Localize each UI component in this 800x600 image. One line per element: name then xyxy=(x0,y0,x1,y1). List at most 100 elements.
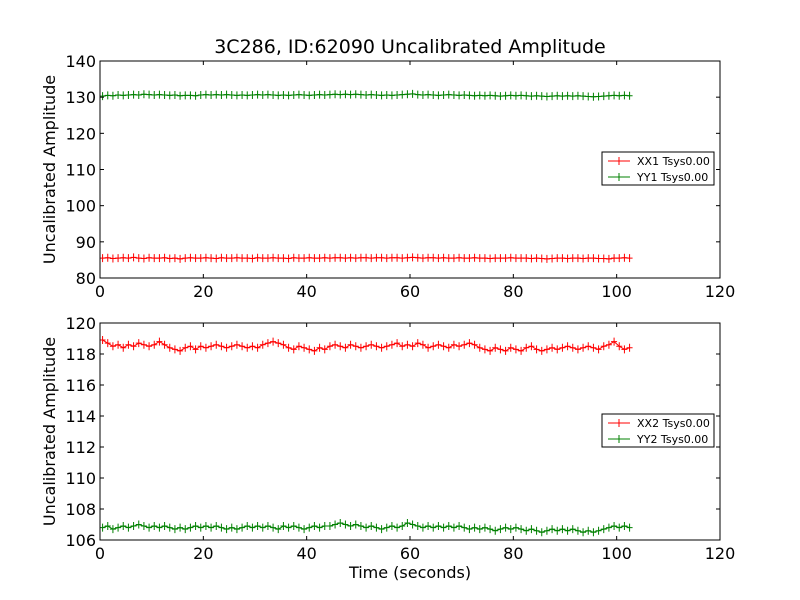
data-point xyxy=(156,90,163,99)
data-point xyxy=(125,254,132,263)
data-point xyxy=(332,90,339,99)
data-point xyxy=(295,90,302,99)
data-point xyxy=(275,525,282,534)
data-point xyxy=(580,254,587,263)
data-point xyxy=(507,253,514,262)
data-point xyxy=(146,523,153,532)
data-point xyxy=(99,92,106,101)
data-point xyxy=(187,342,194,351)
data-point xyxy=(182,525,189,534)
data-point xyxy=(538,92,545,101)
data-point xyxy=(461,523,468,532)
data-point xyxy=(492,254,499,263)
data-point xyxy=(306,345,313,354)
data-point xyxy=(383,523,390,532)
data-point xyxy=(239,90,246,99)
legend-marker xyxy=(616,435,622,443)
data-point xyxy=(621,522,628,531)
data-point xyxy=(419,523,426,532)
data-point xyxy=(394,523,401,532)
data-point xyxy=(564,91,571,100)
data-point xyxy=(306,253,313,262)
data-point xyxy=(233,91,240,100)
data-point xyxy=(192,522,199,531)
data-point xyxy=(202,253,209,262)
data-point xyxy=(202,522,209,531)
y-tick-label: 80 xyxy=(76,269,96,288)
data-point xyxy=(120,522,127,531)
data-point xyxy=(549,254,556,263)
data-point xyxy=(213,254,220,263)
data-point xyxy=(197,90,204,99)
data-point xyxy=(626,343,633,352)
x-tick-label: 20 xyxy=(193,282,213,301)
data-point xyxy=(549,343,556,352)
data-point xyxy=(512,523,519,532)
data-point xyxy=(337,253,344,262)
data-point xyxy=(228,90,235,99)
series-yy xyxy=(99,518,633,537)
data-point xyxy=(445,522,452,531)
data-point xyxy=(554,254,561,263)
data-point xyxy=(543,526,550,535)
data-point xyxy=(409,520,416,529)
data-point xyxy=(280,522,287,531)
data-point xyxy=(233,253,240,262)
data-point xyxy=(166,523,173,532)
data-point xyxy=(569,525,576,534)
data-point xyxy=(125,523,132,532)
x-tick-label: 80 xyxy=(503,544,523,563)
data-point xyxy=(270,337,277,346)
data-point xyxy=(259,523,266,532)
series-yy xyxy=(99,89,633,101)
data-point xyxy=(306,523,313,532)
data-point xyxy=(326,342,333,351)
data-point xyxy=(605,523,612,532)
data-point xyxy=(347,522,354,531)
data-point xyxy=(177,523,184,532)
legend-label: XX1 Tsys0.00 xyxy=(637,155,710,168)
x-tick-label: 80 xyxy=(503,282,523,301)
data-point xyxy=(533,254,540,263)
data-point xyxy=(156,254,163,263)
data-point xyxy=(502,523,509,532)
data-point xyxy=(435,254,442,263)
data-point xyxy=(378,91,385,100)
data-point xyxy=(321,90,328,99)
data-point xyxy=(512,345,519,354)
data-point xyxy=(171,90,178,99)
data-point xyxy=(290,253,297,262)
data-point xyxy=(223,90,230,99)
data-point xyxy=(518,346,525,355)
data-point xyxy=(564,342,571,351)
data-point xyxy=(270,523,277,532)
data-point xyxy=(120,343,127,352)
data-point xyxy=(471,91,478,100)
data-point xyxy=(440,253,447,262)
data-point xyxy=(425,522,432,531)
data-point xyxy=(363,342,370,351)
legend-marker xyxy=(616,419,622,427)
data-point xyxy=(306,91,313,100)
data-point xyxy=(228,523,235,532)
data-point xyxy=(115,523,122,532)
x-tick-label: 0 xyxy=(95,544,105,563)
data-point xyxy=(332,253,339,262)
data-point xyxy=(357,522,364,531)
data-point xyxy=(621,91,628,100)
data-point xyxy=(264,90,271,99)
data-point xyxy=(409,253,416,262)
data-point xyxy=(290,345,297,354)
data-point xyxy=(481,523,488,532)
data-point xyxy=(146,90,153,99)
data-point xyxy=(316,343,323,352)
data-point xyxy=(569,343,576,352)
data-point xyxy=(208,254,215,263)
data-point xyxy=(182,91,189,100)
data-point xyxy=(430,90,437,99)
data-point xyxy=(197,523,204,532)
data-point xyxy=(445,90,452,99)
data-point xyxy=(259,340,266,349)
data-point xyxy=(419,90,426,99)
x-tick-label: 100 xyxy=(601,282,632,301)
